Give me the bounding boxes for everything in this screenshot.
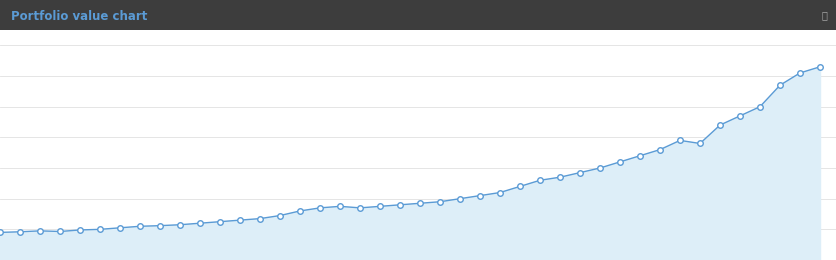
Text: Portfolio value chart: Portfolio value chart xyxy=(11,10,147,23)
Text: ⤢: ⤢ xyxy=(822,10,828,20)
